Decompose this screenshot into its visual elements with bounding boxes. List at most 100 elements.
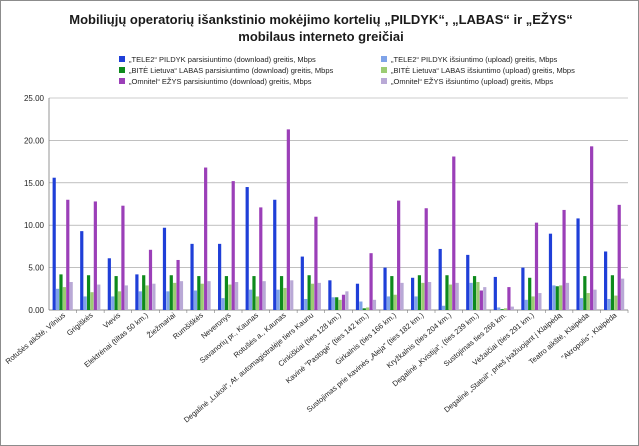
bar (452, 156, 456, 310)
bar (362, 308, 366, 310)
bar (552, 285, 556, 310)
bar (479, 290, 483, 310)
bar (604, 251, 608, 310)
bar (52, 177, 56, 310)
legend-item: „TELE2“ PILDYK išsiuntimo (upload) greit… (381, 55, 557, 64)
bar (393, 294, 397, 310)
x-category-label: Rotušės aikštė, Vilnius (4, 310, 68, 365)
bar (424, 208, 428, 310)
bar (445, 275, 449, 310)
legend-item: „Omnitel“ EŽYS išsiuntimo (upload) greit… (381, 77, 553, 86)
bar (493, 276, 497, 310)
legend-label: „BITĖ Lietuva“ LABAS išsiuntimo (upload)… (391, 66, 575, 75)
legend-swatch (119, 56, 125, 63)
legend-label: „Omnitel“ EŽYS išsiuntimo (upload) greit… (391, 77, 554, 86)
bar (152, 283, 156, 310)
bar (414, 296, 418, 310)
bar (314, 216, 318, 310)
bar (59, 274, 63, 310)
y-tick-label: 25.00 (24, 94, 45, 103)
bar (162, 227, 167, 310)
bar (328, 280, 332, 310)
bar (304, 298, 308, 310)
bar (179, 281, 184, 310)
chart-title: Mobiliųjų operatorių išankstinio mokėjim… (69, 12, 573, 44)
bar (62, 287, 66, 310)
bar (421, 282, 425, 310)
bar (55, 288, 60, 310)
bar (317, 282, 321, 310)
bar (235, 282, 239, 310)
bar (107, 258, 111, 310)
bar (86, 275, 91, 310)
bar (524, 299, 528, 310)
legend-item: „BITĖ Lietuva“ LABAS parsisiuntimo (down… (119, 66, 333, 75)
bar (369, 253, 373, 310)
bar (583, 276, 587, 310)
bar (193, 290, 198, 310)
bar (617, 204, 621, 310)
legend-item: „BITĖ Lietuva“ LABAS išsiuntimo (upload)… (381, 66, 575, 75)
bar (438, 248, 442, 310)
bar (397, 200, 401, 310)
bar (331, 297, 335, 310)
bar (145, 285, 149, 310)
y-tick-label: 0.00 (28, 306, 44, 315)
bar (138, 291, 142, 310)
bar (372, 299, 377, 310)
bar (259, 207, 263, 310)
bar (455, 282, 459, 310)
bar (262, 281, 266, 310)
bar (610, 275, 615, 310)
bar (338, 299, 342, 310)
bar (548, 233, 553, 310)
bar (124, 285, 128, 310)
bar (472, 276, 477, 310)
x-category-label: Rumšiškės (171, 310, 205, 341)
bar (562, 209, 566, 310)
bar (300, 256, 304, 310)
x-category-label: Vievis (101, 310, 122, 330)
bar (221, 298, 225, 310)
bar (279, 276, 284, 310)
bar (590, 146, 594, 310)
bar (273, 199, 277, 310)
bar (218, 243, 222, 310)
bar (190, 243, 194, 310)
bar (93, 201, 97, 310)
y-tick-label: 10.00 (24, 221, 45, 230)
legend-label: „Omnitel“ EŽYS parsisiuntimo (download) … (129, 77, 312, 86)
legend-swatch (119, 67, 125, 74)
y-tick-label: 20.00 (24, 136, 45, 145)
legend-swatch (381, 67, 387, 74)
bar (593, 289, 597, 310)
bar (335, 297, 339, 310)
bar (97, 284, 101, 310)
bar (245, 187, 249, 310)
bar (255, 296, 259, 310)
bar (390, 276, 394, 310)
bar (345, 291, 349, 310)
bar (121, 205, 125, 310)
bar (469, 282, 473, 310)
bar (228, 284, 232, 310)
bar (483, 287, 487, 310)
bar (224, 276, 229, 310)
legend-label: „BITĖ Lietuva“ LABAS parsisiuntimo (down… (129, 66, 334, 75)
bar (307, 275, 311, 310)
bar (231, 181, 235, 310)
bar (111, 296, 115, 310)
legend-swatch (119, 78, 125, 85)
bar (310, 283, 315, 310)
bar (386, 296, 391, 310)
bar (576, 218, 580, 310)
bar (510, 306, 514, 310)
bar (248, 289, 253, 310)
bar (400, 282, 404, 310)
bar (166, 291, 170, 310)
bar (476, 282, 480, 310)
bar (355, 283, 360, 310)
bar (503, 308, 508, 310)
y-tick-label: 5.00 (28, 264, 44, 273)
